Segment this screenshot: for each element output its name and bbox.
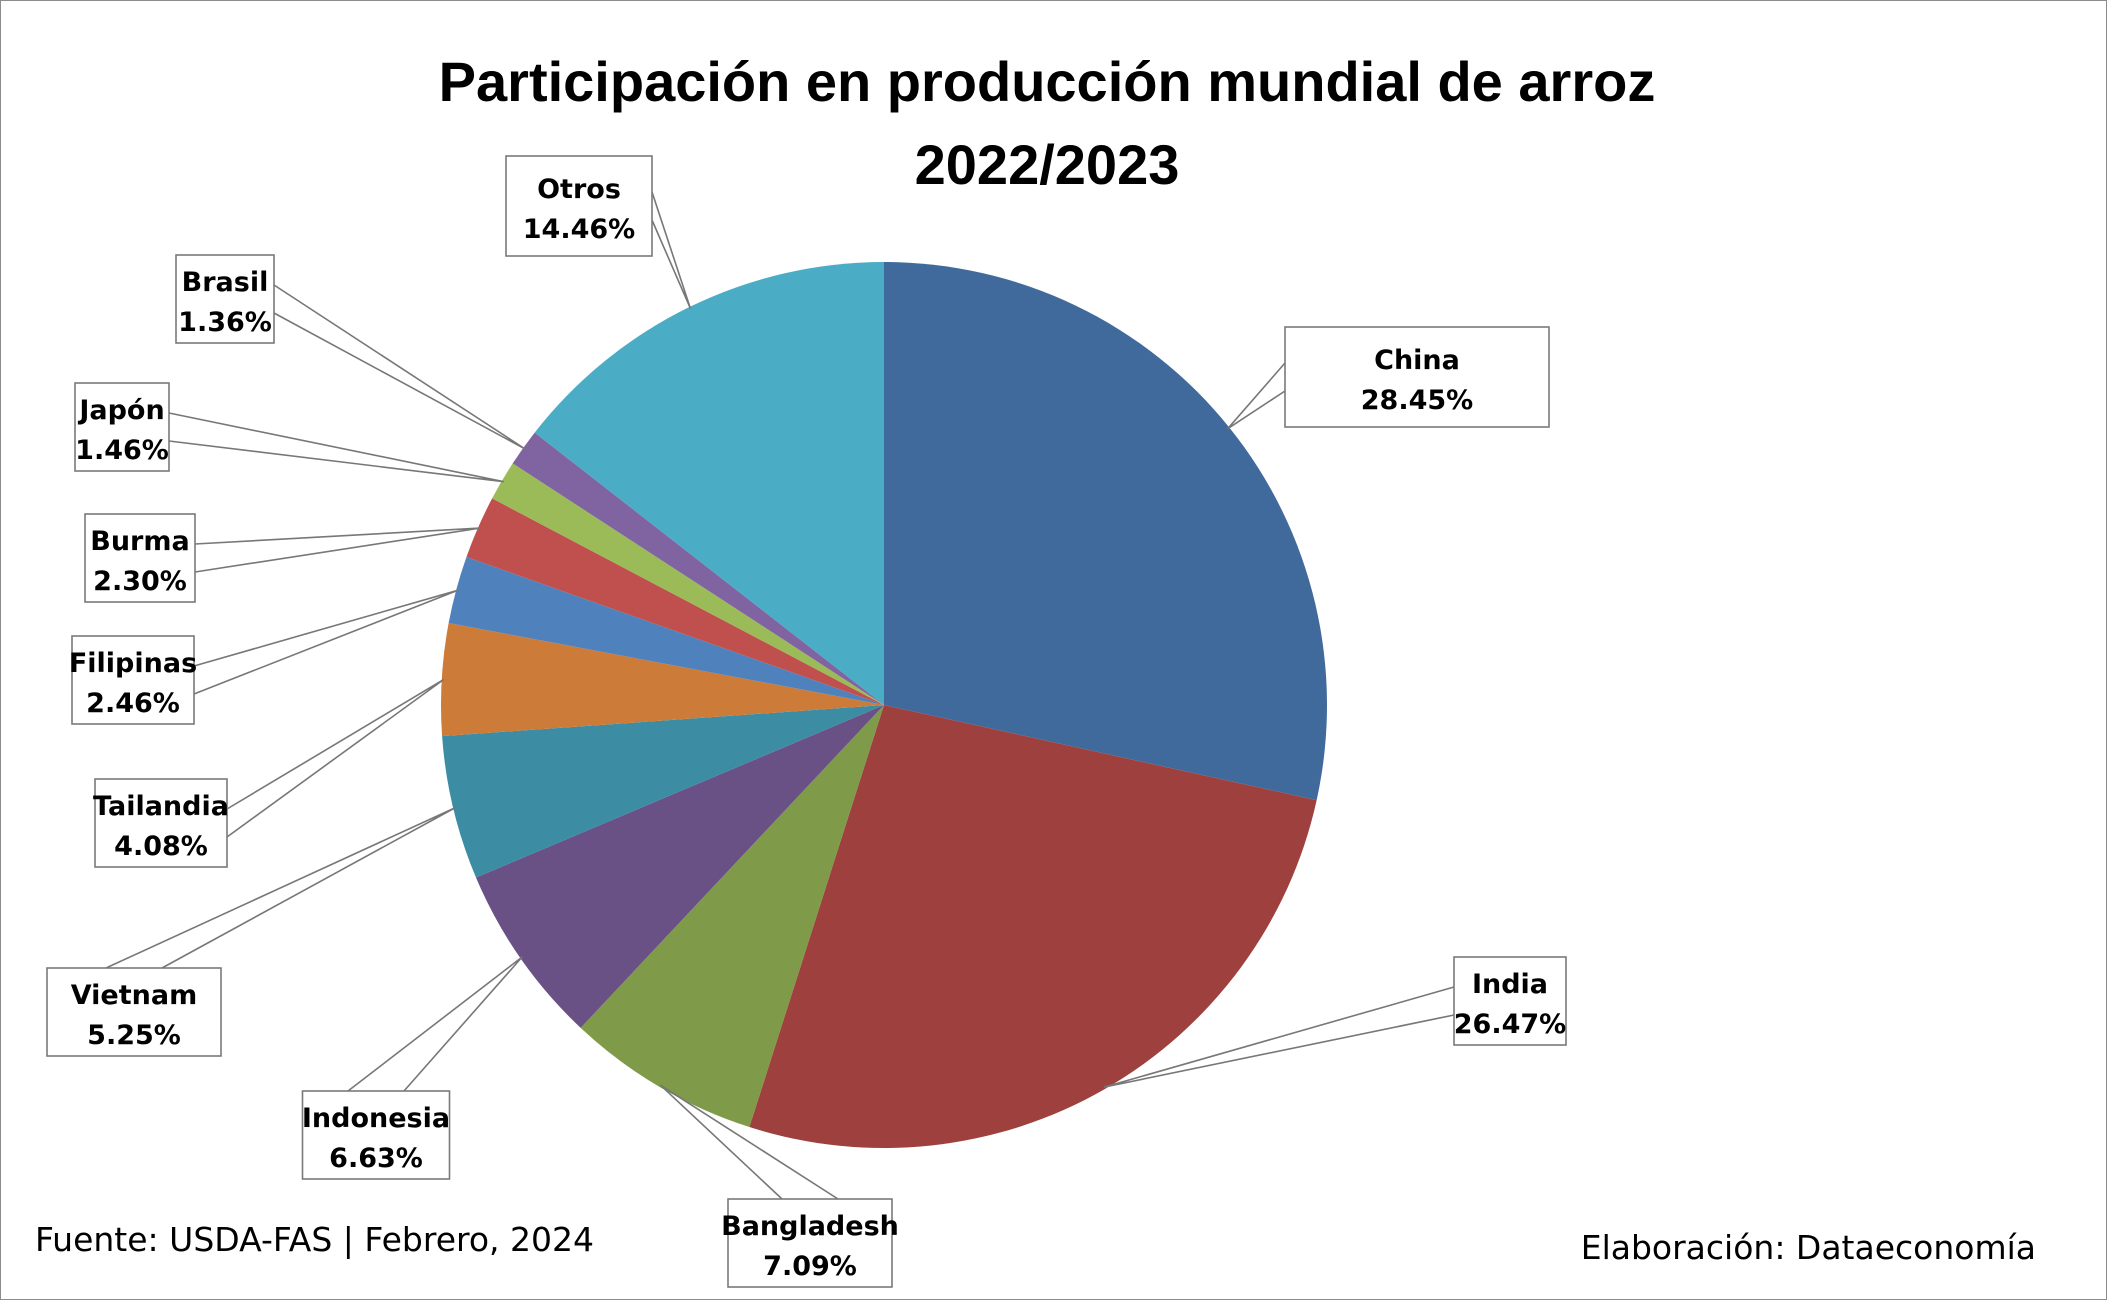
data-label-value: 6.63% (329, 1143, 423, 1174)
data-label-box (71, 635, 195, 725)
data-label-bangladesh: Bangladesh 7.09% (721, 1198, 899, 1288)
data-label-indonesia: Indonesia 6.63% (301, 1090, 451, 1180)
data-label-category: Otros (537, 174, 621, 205)
data-labels: China 28.45% India 26.47% Bangladesh 7.09% Ind… (46, 155, 1567, 1288)
data-label-value: 1.46% (75, 435, 169, 466)
leader-line-vietnam (105, 807, 456, 969)
data-label-filipinas: Filipinas 2.46% (69, 635, 197, 725)
pie-slice-otros (534, 262, 884, 705)
data-label-category: Vietnam (71, 980, 197, 1011)
pie-slice-brasil (512, 432, 884, 705)
leader-line-filipinas (193, 589, 459, 695)
data-label-burma: Burma 2.30% (84, 513, 196, 603)
label-leader-lines (105, 191, 1455, 1200)
data-label-box (175, 254, 275, 344)
data-label-vietnam: Vietnam 5.25% (46, 967, 222, 1057)
credit-note: Elaboración: Dataeconomía (1581, 1228, 2036, 1267)
data-label-box (505, 155, 653, 257)
leader-line-bangladesh (659, 1084, 839, 1200)
pie-slice-indonesia (475, 705, 884, 1028)
data-label-value: 26.47% (1454, 1009, 1566, 1040)
chart-title: Participación en producción mundial de a… (439, 50, 1656, 113)
data-label-box (46, 967, 222, 1057)
data-label-box (74, 382, 170, 472)
pie-slice-tailandia (440, 623, 884, 737)
data-label-category: Filipinas (69, 648, 197, 679)
data-label-value: 28.45% (1361, 385, 1473, 416)
leader-line-india (1103, 986, 1455, 1088)
data-label-box (84, 513, 196, 603)
leader-line-china (1227, 362, 1286, 430)
data-label-box (301, 1090, 451, 1180)
data-label-category: Tailandia (93, 791, 229, 822)
pie-slice-vietnam (442, 705, 884, 878)
leader-line-tailandia (226, 678, 445, 838)
leader-line-indonesia (347, 956, 523, 1092)
pie-slice-burma (466, 498, 884, 705)
data-label-category: Brasil (182, 267, 269, 298)
data-label-value: 14.46% (523, 214, 635, 245)
pie-slice-filipinas (448, 556, 884, 705)
data-label-otros: Otros 14.46% (505, 155, 653, 257)
data-label-india: India 26.47% (1453, 956, 1567, 1046)
data-label-value: 1.36% (178, 307, 272, 338)
leader-line-japon (168, 412, 504, 483)
data-label-category: Indonesia (302, 1103, 450, 1134)
chart-subtitle: 2022/2023 (915, 133, 1180, 196)
data-label-box (1453, 956, 1567, 1046)
data-label-box (94, 778, 228, 868)
pie-slices (440, 262, 1328, 1149)
pie-slice-japon (492, 463, 884, 705)
data-label-value: 2.46% (86, 688, 180, 719)
data-label-tailandia: Tailandia 4.08% (93, 778, 229, 868)
data-label-value: 7.09% (763, 1251, 857, 1282)
data-label-category: Bangladesh (721, 1211, 899, 1242)
data-label-category: China (1374, 345, 1460, 376)
leader-line-burma (194, 527, 481, 573)
data-label-value: 5.25% (87, 1020, 181, 1051)
leader-line-brasil (273, 284, 526, 450)
pie-slice-bangladesh (580, 705, 884, 1128)
data-label-china: China 28.45% (1284, 326, 1550, 428)
data-label-box (1284, 326, 1550, 428)
data-label-category: Burma (90, 526, 189, 557)
data-label-value: 4.08% (114, 831, 208, 862)
pie-slice-india (749, 705, 1317, 1149)
pie-slice-china (884, 262, 1328, 801)
data-label-category: Japón (77, 395, 164, 426)
data-label-value: 2.30% (93, 566, 187, 597)
data-label-brasil: Brasil 1.36% (175, 254, 275, 344)
data-label-box (727, 1198, 893, 1288)
data-label-japon: Japón 1.46% (74, 382, 170, 472)
data-label-category: India (1472, 969, 1548, 1000)
source-note: Fuente: USDA-FAS | Febrero, 2024 (35, 1220, 594, 1259)
leader-line-otros (651, 191, 692, 310)
